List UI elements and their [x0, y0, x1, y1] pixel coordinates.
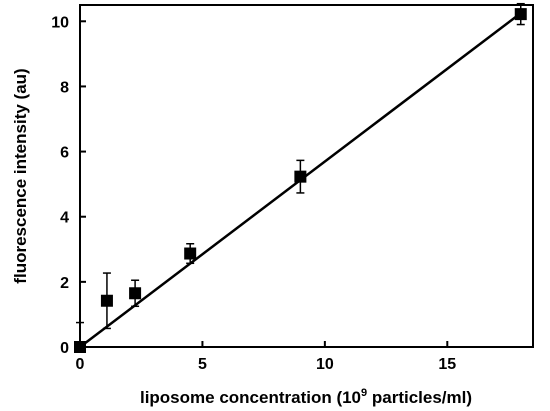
- data-point-4: [294, 170, 307, 183]
- x-tick-label-2: 10: [316, 356, 334, 373]
- plot-frame: [79, 4, 534, 348]
- y-tick-label-3: 6: [60, 145, 69, 162]
- y-tick-label-0: 0: [60, 340, 69, 357]
- x-axis-title-superscript: 9: [361, 387, 367, 399]
- data-point-5: [514, 8, 527, 21]
- x-axis-title-main: liposome concentration (10: [140, 388, 361, 407]
- y-axis-title: fluorescence intensity (au): [11, 68, 30, 283]
- data-point-1: [100, 294, 113, 307]
- plot-area: [79, 4, 534, 348]
- x-axis-title: liposome concentration (109 particles/ml…: [140, 387, 472, 407]
- data-point-0: [74, 341, 86, 353]
- x-tick-label-0: 0: [76, 356, 85, 373]
- x-tick-label-3: 15: [438, 356, 456, 373]
- x-axis-title-suffix: particles/ml): [367, 388, 472, 407]
- y-tick-label-1: 2: [60, 275, 69, 292]
- data-points-group: [74, 2, 527, 353]
- data-point-3: [184, 247, 197, 260]
- data-point-2: [129, 287, 142, 300]
- y-tick-label-2: 4: [60, 210, 69, 227]
- x-tick-label-1: 5: [198, 356, 207, 373]
- y-tick-label-4: 8: [60, 79, 69, 96]
- y-tick-label-5: 10: [51, 14, 69, 31]
- axis-ticks: 0 5 10 15 0 2 4 6 8 10: [51, 14, 456, 373]
